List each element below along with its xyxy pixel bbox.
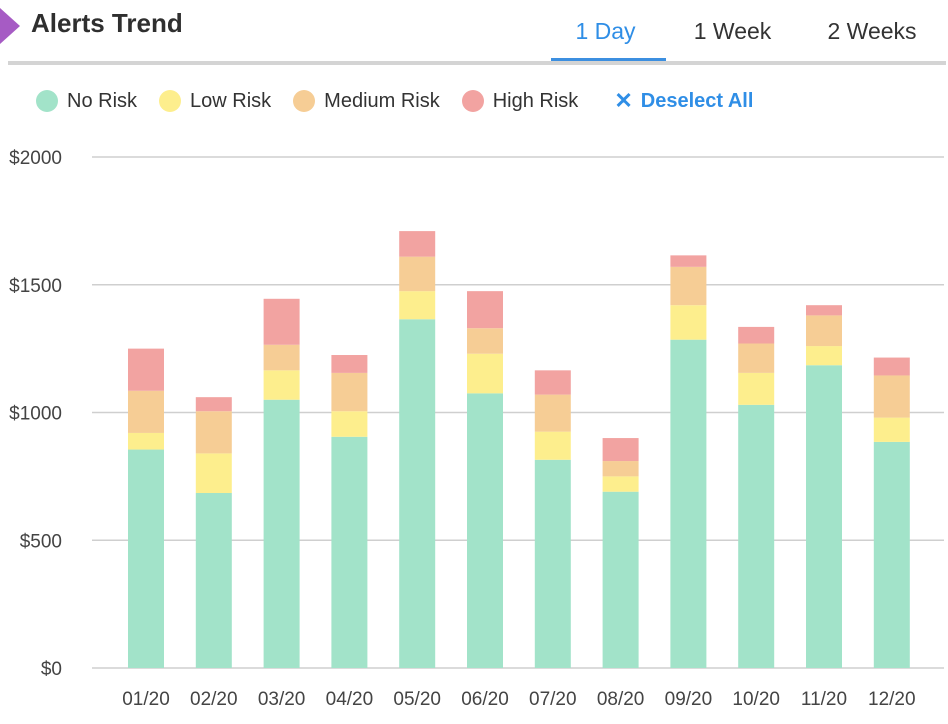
- y-tick-label: $1500: [9, 276, 62, 297]
- bar-segment-medium-risk[interactable]: [263, 344, 300, 371]
- bar-segment-no-risk[interactable]: [331, 436, 368, 668]
- x-tick-label: 10/20: [732, 689, 780, 710]
- bar-segment-low-risk[interactable]: [602, 476, 639, 492]
- bar-segment-no-risk[interactable]: [873, 441, 910, 668]
- legend-label: High Risk: [492, 89, 579, 112]
- period-tabs: 1 Day 1 Week 2 Weeks: [545, 0, 945, 62]
- low-risk-dot-icon: [159, 90, 182, 112]
- bar-segment-medium-risk[interactable]: [467, 328, 503, 354]
- bar-segment-medium-risk[interactable]: [738, 343, 775, 373]
- x-tick-label: 08/20: [597, 689, 645, 710]
- y-tick-label: $2000: [9, 148, 62, 169]
- header-divider: [8, 61, 946, 65]
- tab-1-day[interactable]: 1 Day: [545, 0, 666, 62]
- bar-segment-low-risk[interactable]: [534, 431, 571, 460]
- bar-segment-high-risk[interactable]: [331, 355, 368, 373]
- bar-segment-no-risk[interactable]: [602, 491, 639, 668]
- legend-label: No Risk: [67, 89, 138, 112]
- x-tick-label: 06/20: [461, 689, 509, 710]
- bar-segment-high-risk[interactable]: [195, 397, 232, 412]
- bar-segment-no-risk[interactable]: [263, 399, 300, 668]
- section-marker-icon: [0, 8, 20, 44]
- bar-segment-no-risk[interactable]: [670, 339, 707, 668]
- bar-segment-low-risk[interactable]: [331, 411, 368, 437]
- bar-segment-high-risk[interactable]: [534, 370, 571, 395]
- bar-segment-low-risk[interactable]: [738, 372, 775, 405]
- x-tick-label: 03/20: [258, 689, 306, 710]
- high-risk-dot-icon: [461, 90, 484, 112]
- x-tick-label: 04/20: [326, 689, 374, 710]
- y-tick-label: $0: [41, 659, 62, 680]
- legend-item-high-risk[interactable]: High Risk: [461, 89, 579, 113]
- bar-segment-medium-risk[interactable]: [399, 256, 436, 292]
- legend-label: Low Risk: [190, 89, 272, 112]
- close-icon: ✕: [614, 88, 633, 113]
- bar-segment-high-risk[interactable]: [873, 357, 910, 376]
- bar-segment-medium-risk[interactable]: [331, 372, 368, 412]
- deselect-all-label: Deselect All: [640, 89, 754, 112]
- bar-segment-high-risk[interactable]: [467, 291, 503, 329]
- bar-segment-no-risk[interactable]: [806, 365, 842, 668]
- bar-segment-medium-risk[interactable]: [670, 266, 707, 306]
- legend-label: Medium Risk: [324, 89, 440, 112]
- bar-segment-no-risk[interactable]: [195, 492, 232, 668]
- bar-segment-medium-risk[interactable]: [195, 411, 232, 454]
- bar-segment-no-risk[interactable]: [534, 459, 571, 668]
- bar-segment-low-risk[interactable]: [128, 432, 164, 450]
- bar-segment-low-risk[interactable]: [195, 453, 232, 493]
- x-tick-label: 09/20: [665, 689, 713, 710]
- medium-risk-dot-icon: [293, 90, 316, 112]
- chart-legend: No Risk Low Risk Medium Risk High Risk ✕…: [36, 86, 753, 116]
- bar-segment-low-risk[interactable]: [806, 346, 842, 366]
- bar-segment-medium-risk[interactable]: [128, 390, 164, 433]
- bar-segment-no-risk[interactable]: [467, 393, 503, 668]
- bar-segment-low-risk[interactable]: [670, 305, 707, 340]
- tab-1-week[interactable]: 1 Week: [693, 17, 772, 44]
- bar-segment-medium-risk[interactable]: [534, 394, 571, 432]
- bar-segment-low-risk[interactable]: [399, 291, 436, 320]
- legend-item-low-risk[interactable]: Low Risk: [159, 90, 271, 113]
- x-tick-label: 01/20: [122, 689, 170, 710]
- legend-item-medium-risk[interactable]: Medium Risk: [293, 90, 440, 113]
- no-risk-dot-icon: [36, 90, 58, 112]
- bar-segment-high-risk[interactable]: [263, 298, 300, 345]
- bar-segment-high-risk[interactable]: [399, 231, 436, 257]
- tab-2-weeks[interactable]: 2 Weeks: [827, 17, 917, 44]
- x-tick-label: 11/20: [801, 689, 847, 710]
- x-tick-label: 07/20: [529, 689, 577, 710]
- bar-segment-high-risk[interactable]: [670, 255, 707, 267]
- bar-segment-high-risk[interactable]: [128, 348, 164, 391]
- bar-segment-medium-risk[interactable]: [873, 375, 910, 418]
- y-tick-label: $1000: [9, 404, 62, 425]
- bar-segment-no-risk[interactable]: [399, 319, 436, 668]
- bar-segment-low-risk[interactable]: [873, 417, 910, 442]
- x-tick-label: 12/20: [868, 689, 916, 710]
- bar-segment-high-risk[interactable]: [602, 438, 639, 462]
- bar-segment-high-risk[interactable]: [806, 305, 842, 316]
- bar-segment-medium-risk[interactable]: [806, 315, 842, 347]
- bar-segment-low-risk[interactable]: [263, 370, 300, 400]
- x-tick-label: 05/20: [393, 689, 441, 710]
- bar-segment-low-risk[interactable]: [467, 353, 503, 394]
- y-tick-label: $500: [20, 531, 62, 552]
- legend-item-no-risk[interactable]: No Risk: [36, 90, 137, 113]
- deselect-all-button[interactable]: ✕ Deselect All: [614, 90, 753, 113]
- bar-segment-high-risk[interactable]: [738, 326, 775, 344]
- x-tick-label: 02/20: [190, 689, 238, 710]
- bar-segment-no-risk[interactable]: [128, 449, 164, 668]
- page-title: Alerts Trend: [31, 8, 183, 38]
- bar-segment-medium-risk[interactable]: [602, 461, 639, 477]
- bar-segment-no-risk[interactable]: [738, 404, 775, 668]
